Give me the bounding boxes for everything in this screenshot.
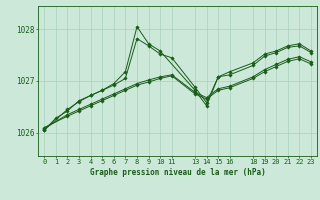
X-axis label: Graphe pression niveau de la mer (hPa): Graphe pression niveau de la mer (hPa) (90, 168, 266, 177)
